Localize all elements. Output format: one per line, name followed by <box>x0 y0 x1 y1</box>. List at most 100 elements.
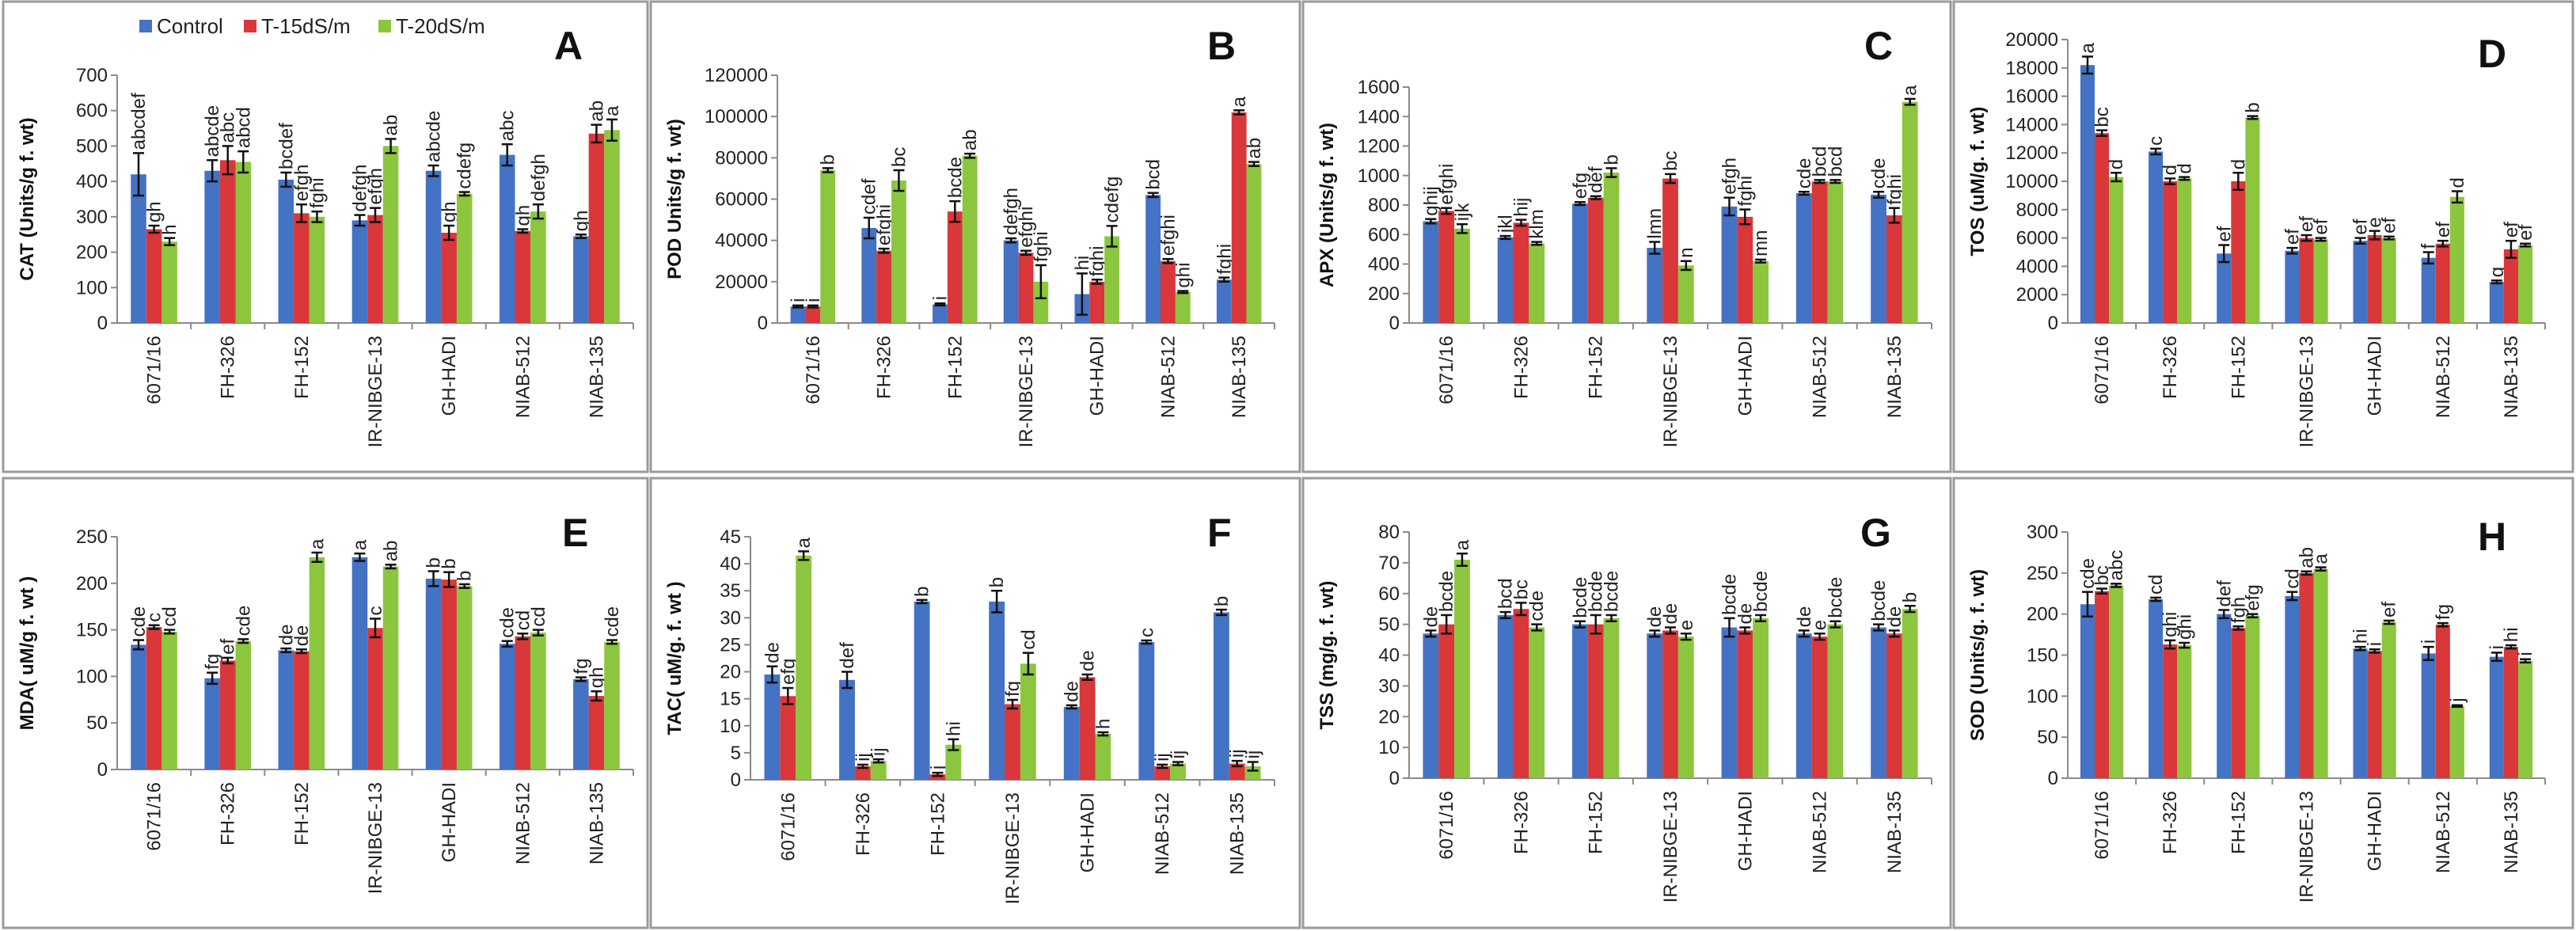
bar-t-15ds-m <box>441 232 457 323</box>
chart-panel-G: 0 10 20 30 40 50 60 70 80 TSS (mg/g. f. wt) G 6071/… <box>1301 477 1952 929</box>
significance-label: klm <box>1526 209 1548 238</box>
bar-t-20ds-m <box>796 555 812 780</box>
significance-label: bcde <box>1570 577 1591 618</box>
y-axis-label: TSS (mg/g. f. wt) <box>1316 581 1338 730</box>
bar-t-15ds-m <box>2367 235 2382 323</box>
bar-control <box>2080 604 2095 778</box>
significance-label: de <box>275 624 297 645</box>
bar-t-15ds-m <box>2503 249 2518 323</box>
bar-control <box>1146 195 1161 323</box>
significance-label: bc <box>1510 580 1532 599</box>
bar-t-20ds-m <box>1753 260 1769 323</box>
bar-t-15ds-m <box>146 229 162 323</box>
bar-t-15ds-m <box>2435 243 2450 323</box>
bar-t-15ds-m <box>947 211 963 323</box>
bar-t-15ds-m <box>2299 572 2314 778</box>
significance-label: hi <box>2501 627 2522 642</box>
bar-t-20ds-m <box>1095 734 1111 780</box>
bar-t-15ds-m <box>588 133 605 323</box>
bar-control <box>933 304 948 323</box>
significance-label: bcd <box>1810 146 1831 177</box>
significance-label: ef <box>2379 602 2400 618</box>
bar-control <box>2285 595 2300 778</box>
bar-t-15ds-m <box>1079 677 1096 780</box>
panel-letter: D <box>2478 32 2506 76</box>
x-tick-label: FH-326 <box>1510 791 1532 854</box>
bar-control <box>1871 627 1886 778</box>
significance-label: ab <box>381 115 402 136</box>
significance-label: ghi <box>2174 614 2195 640</box>
y-tick-label: 80 <box>1378 522 1400 543</box>
bar-t-15ds-m <box>2367 651 2382 778</box>
y-tick-label: 35 <box>720 580 741 602</box>
significance-label: de <box>1660 603 1681 625</box>
significance-label: bcdef <box>275 123 297 169</box>
y-tick-label: 0 <box>1389 768 1400 789</box>
bar-t-15ds-m <box>1513 222 1529 323</box>
bar-t-20ds-m <box>2245 117 2260 323</box>
x-tick-label: 6071/16 <box>144 336 165 405</box>
y-axis-label: MDA( uM/g f. wt ) <box>17 576 38 731</box>
bar-t-15ds-m <box>1018 253 1034 323</box>
significance-label: ef <box>2379 217 2400 233</box>
bar-t-15ds-m <box>1737 216 1753 323</box>
bar-control <box>2489 282 2504 323</box>
bar-t-20ds-m <box>2517 660 2533 778</box>
significance-label: ef <box>2350 218 2372 234</box>
significance-label: cd <box>159 606 180 626</box>
bar-control <box>861 228 877 323</box>
bar-t-20ds-m <box>2449 705 2464 778</box>
significance-label: ab <box>959 129 981 150</box>
bar-t-15ds-m <box>1886 633 1902 778</box>
bar-t-20ds-m <box>1020 663 1036 780</box>
bar-t-15ds-m <box>2095 133 2110 323</box>
bar-t-15ds-m <box>1811 181 1828 323</box>
bar-control <box>1216 279 1232 323</box>
x-tick-label: FH-152 <box>2228 791 2249 854</box>
y-tick-label: 10 <box>720 716 741 737</box>
bar-t-15ds-m <box>515 230 531 323</box>
significance-label: g <box>2487 267 2508 277</box>
bar-t-20ds-m <box>1753 618 1769 778</box>
bar-control <box>1871 194 1886 323</box>
bar-t-20ds-m <box>530 211 546 323</box>
legend-swatch-t20 <box>378 20 391 32</box>
bar-control <box>1795 633 1812 778</box>
significance-label: bc <box>2092 565 2113 585</box>
bar-t-15ds-m <box>1737 630 1753 778</box>
panel-letter: B <box>1207 24 1236 68</box>
bar-control <box>839 679 855 780</box>
y-axis-label: CAT (Units/g f. wt) <box>17 117 38 280</box>
significance-label: gh <box>586 667 607 689</box>
y-tick-label: 50 <box>86 712 108 734</box>
y-tick-label: 30 <box>1378 675 1400 697</box>
significance-label: fghi <box>1734 176 1756 207</box>
bar-t-15ds-m <box>515 636 531 770</box>
bar-t-20ds-m <box>2245 615 2260 778</box>
significance-label: cd <box>1018 629 1039 649</box>
bar-t-20ds-m <box>1529 627 1545 778</box>
bar-t-20ds-m <box>1902 101 1918 323</box>
bar-t-20ds-m <box>2449 196 2464 323</box>
significance-label: def <box>1586 166 1607 193</box>
y-tick-label: 600 <box>76 101 108 122</box>
significance-label: abcdef <box>128 93 150 150</box>
y-tick-label: 200 <box>76 573 108 595</box>
significance-label: cde <box>2077 558 2099 589</box>
significance-label: cde <box>1868 158 1890 189</box>
bar-t-20ds-m <box>161 241 177 323</box>
x-tick-label: IR-NIBGE-13 <box>1002 792 1024 904</box>
bar-t-20ds-m <box>1454 228 1470 323</box>
y-tick-label: 8000 <box>2016 200 2058 221</box>
bar-t-20ds-m <box>1603 173 1620 323</box>
panel-letter: E <box>562 511 588 555</box>
y-tick-label: 60000 <box>715 189 768 211</box>
significance-label: bcde <box>1868 580 1890 621</box>
bar-t-15ds-m <box>1513 609 1529 778</box>
x-tick-label: FH-326 <box>853 792 874 856</box>
bar-control <box>351 557 368 770</box>
y-tick-label: 60 <box>1378 583 1400 605</box>
significance-label: cde <box>1794 158 1815 189</box>
significance-label: ab <box>1244 138 1265 159</box>
significance-label: bcde <box>1825 577 1846 618</box>
